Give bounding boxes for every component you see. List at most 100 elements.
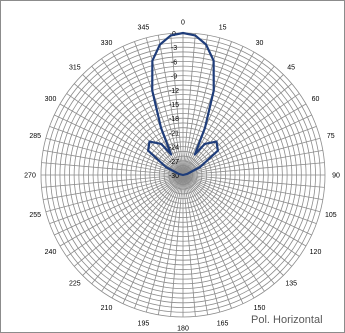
angle-tick-label: 135	[285, 281, 297, 288]
radial-tick-label: -9	[171, 74, 177, 81]
grid-spoke	[145, 174, 184, 313]
angle-tick-label: 120	[310, 249, 322, 256]
grid-spoke	[122, 174, 184, 304]
angle-tick-label: 105	[325, 212, 337, 219]
grid-spoke	[182, 174, 196, 317]
grid-spoke	[182, 162, 325, 176]
grid-spoke	[182, 174, 293, 267]
grid-spoke	[101, 174, 184, 292]
grid-spoke	[170, 33, 184, 176]
series-line	[147, 31, 219, 177]
grid-spoke	[45, 137, 184, 176]
radial-tick-label: -3	[171, 45, 177, 52]
angle-tick-label: 195	[138, 320, 150, 327]
grid-spoke	[91, 174, 184, 285]
grid-spoke	[182, 174, 255, 299]
grid-spoke	[134, 174, 184, 309]
angle-tick-labels: 0 15 30 45 60 75 90 105 120 135 150 165 180 195 210 225…	[24, 20, 340, 333]
grid-spoke	[182, 74, 284, 176]
grid-spoke	[182, 58, 265, 176]
grid-spoke	[43, 174, 184, 201]
grid-spoke	[182, 174, 321, 213]
radial-tick-label: -12	[169, 88, 179, 95]
angle-tick-label: 165	[217, 320, 229, 327]
radial-tick-label: -15	[169, 102, 179, 109]
grid-spoke	[182, 174, 221, 313]
grid-spoke	[157, 174, 184, 315]
grid-spoke	[182, 126, 317, 176]
grid-spoke	[182, 174, 232, 309]
grid-spoke	[41, 174, 184, 188]
polar-grid	[40, 32, 326, 318]
grid-spoke	[101, 58, 184, 176]
grid-spoke	[182, 174, 209, 315]
radial-tick-label: -21	[169, 130, 179, 137]
grid-spoke	[66, 174, 184, 257]
grid-spoke	[182, 149, 323, 176]
grid-spoke	[82, 174, 184, 276]
grid-spoke	[111, 174, 184, 299]
grid-spoke	[182, 41, 232, 176]
angle-tick-label: 0	[181, 20, 185, 27]
grid-spoke	[182, 33, 196, 176]
grid-spoke	[182, 174, 317, 224]
grid-spoke	[54, 114, 184, 176]
grid-spoke	[157, 35, 184, 176]
grid-spoke	[182, 65, 275, 176]
grid-spoke	[54, 174, 184, 236]
grid-spoke	[41, 162, 184, 176]
grid-spoke	[182, 174, 284, 276]
grid-spoke	[182, 174, 325, 188]
grid-spoke	[182, 174, 312, 236]
radial-tick-label: -30	[169, 173, 179, 180]
chart-title: Pol. Horizontal	[251, 314, 323, 326]
angle-tick-label: 15	[219, 25, 227, 32]
angle-tick-label: 315	[69, 64, 81, 71]
radial-tick-label: -27	[169, 159, 179, 166]
grid-spoke	[182, 35, 209, 176]
grid-spoke	[122, 46, 184, 176]
grid-spoke	[182, 174, 265, 292]
angle-tick-label: 255	[29, 212, 41, 219]
angle-tick-label: 30	[256, 40, 264, 47]
grid-spoke	[182, 174, 307, 247]
angle-tick-label: 45	[287, 64, 295, 71]
grid-spoke	[91, 65, 184, 176]
angle-tick-label: 240	[45, 249, 57, 256]
angle-tick-label: 225	[69, 281, 81, 288]
angle-tick-label: 210	[101, 305, 113, 312]
radial-tick-label: -6	[171, 59, 177, 66]
grid-spoke	[182, 174, 275, 285]
radial-tick-label: -18	[169, 116, 179, 123]
angle-tick-label: 60	[312, 96, 320, 103]
grid-spoke	[73, 174, 184, 267]
angle-tick-label: 300	[45, 96, 57, 103]
angle-tick-label: 330	[101, 40, 113, 47]
grid-spoke	[182, 93, 300, 176]
grid-spoke	[43, 149, 184, 176]
grid-spoke	[45, 174, 184, 213]
grid-spoke	[49, 126, 184, 176]
grid-spoke	[182, 114, 312, 176]
grid-spoke	[170, 174, 184, 317]
grid-spoke	[182, 46, 244, 176]
angle-tick-label: 285	[29, 133, 41, 140]
grid-spoke	[182, 174, 244, 304]
grid-spoke	[182, 174, 300, 257]
grid-spoke	[82, 74, 184, 176]
angle-tick-label: 150	[254, 305, 266, 312]
grid-spoke	[182, 83, 293, 176]
grid-spoke	[66, 93, 184, 176]
angle-tick-label: 270	[24, 173, 36, 180]
angle-tick-label: 75	[327, 133, 335, 140]
angle-tick-label: 345	[138, 25, 150, 32]
grid-spoke	[182, 137, 321, 176]
grid-spoke	[59, 174, 184, 247]
angle-tick-label: 90	[332, 173, 340, 180]
series-layer	[147, 31, 219, 177]
grid-spoke	[134, 41, 184, 176]
radial-tick-label: -24	[169, 145, 179, 152]
grid-spoke	[73, 83, 184, 176]
